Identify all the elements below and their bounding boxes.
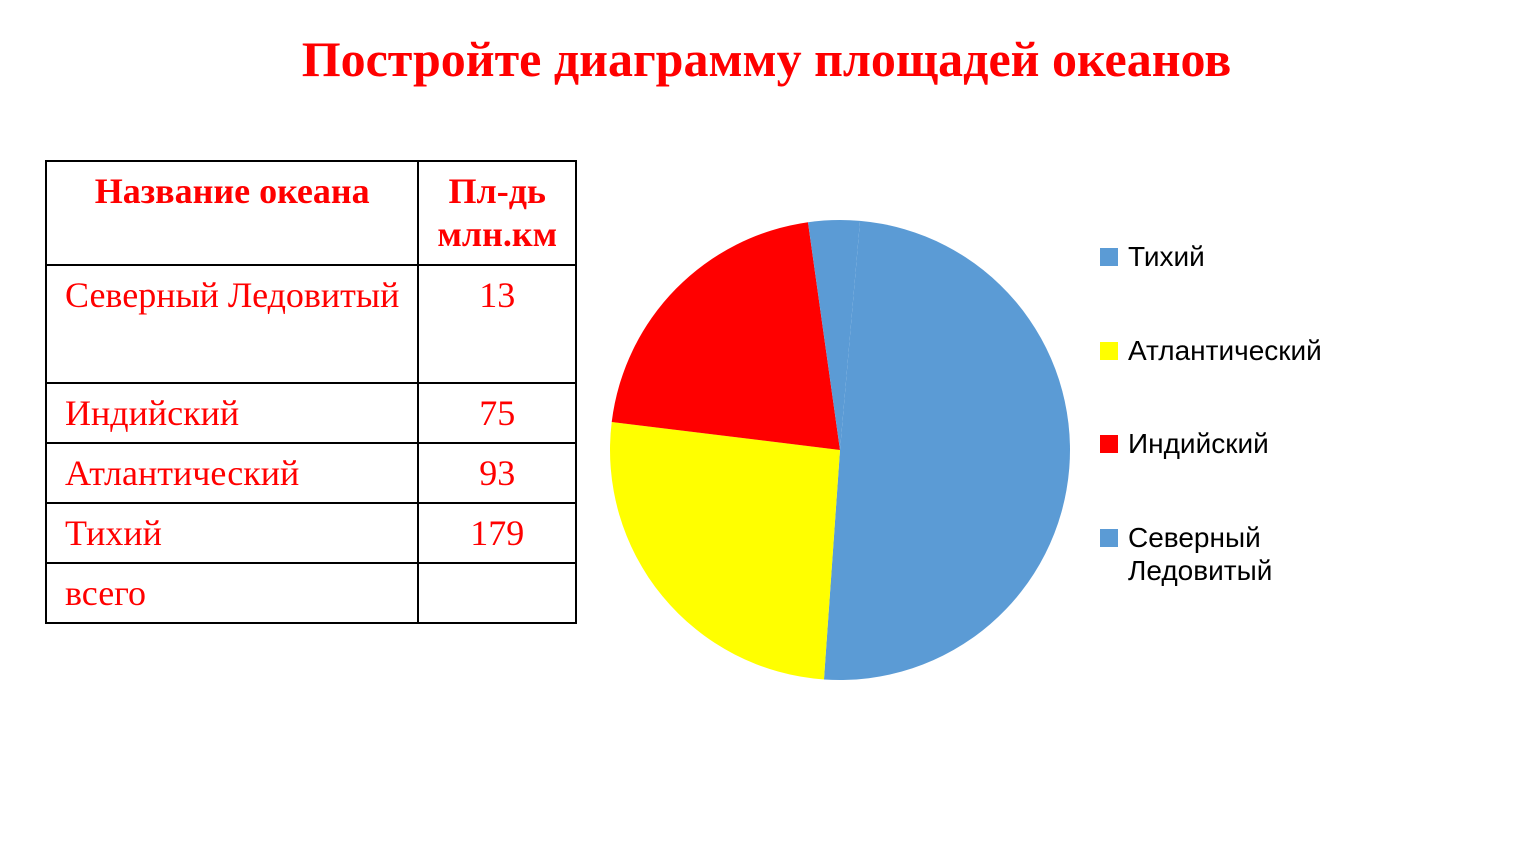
pie-chart-region: Тихий Атлантический Индийский СеверныйЛе… xyxy=(580,190,1440,750)
legend-swatch xyxy=(1100,342,1118,360)
cell-area: 93 xyxy=(418,443,576,503)
pie-legend: Тихий Атлантический Индийский СеверныйЛе… xyxy=(1100,240,1322,648)
legend-item: Индийский xyxy=(1100,427,1322,461)
col-header-area: Пл-дь млн.км xyxy=(418,161,576,265)
col-header-name: Название океана xyxy=(46,161,418,265)
legend-swatch xyxy=(1100,435,1118,453)
table-row: Атлантический 93 xyxy=(46,443,576,503)
legend-item: Атлантический xyxy=(1100,334,1322,368)
cell-name: всего xyxy=(46,563,418,623)
legend-swatch xyxy=(1100,248,1118,266)
col-header-area-line2: млн.км xyxy=(437,214,557,254)
cell-name: Индийский xyxy=(46,383,418,443)
pie-slice xyxy=(824,221,1070,680)
legend-label: Индийский xyxy=(1128,427,1269,461)
table-header-row: Название океана Пл-дь млн.км xyxy=(46,161,576,265)
page-title: Постройте диаграмму площадей океанов xyxy=(0,30,1533,88)
table-row: Индийский 75 xyxy=(46,383,576,443)
col-header-area-line1: Пл-дь xyxy=(449,171,546,211)
table-row: Тихий 179 xyxy=(46,503,576,563)
pie-slice xyxy=(610,422,840,679)
pie-slice xyxy=(612,222,840,450)
table-row-total: всего xyxy=(46,563,576,623)
legend-label: Тихий xyxy=(1128,240,1205,274)
legend-item: СеверныйЛедовитый xyxy=(1100,521,1322,588)
pie-chart xyxy=(580,190,1100,710)
cell-area: 75 xyxy=(418,383,576,443)
legend-swatch xyxy=(1100,529,1118,547)
slide: Постройте диаграмму площадей океанов Наз… xyxy=(0,0,1533,864)
legend-label: СеверныйЛедовитый xyxy=(1128,521,1272,588)
ocean-area-table: Название океана Пл-дь млн.км Северный Ле… xyxy=(45,160,577,624)
content-row: Название океана Пл-дь млн.км Северный Ле… xyxy=(45,160,577,624)
legend-item: Тихий xyxy=(1100,240,1322,274)
cell-area xyxy=(418,563,576,623)
cell-name: Атлантический xyxy=(46,443,418,503)
legend-label: Атлантический xyxy=(1128,334,1322,368)
cell-area: 179 xyxy=(418,503,576,563)
table-row: Северный Ледовитый 13 xyxy=(46,265,576,383)
cell-area: 13 xyxy=(418,265,576,383)
cell-name: Тихий xyxy=(46,503,418,563)
cell-name: Северный Ледовитый xyxy=(46,265,418,383)
